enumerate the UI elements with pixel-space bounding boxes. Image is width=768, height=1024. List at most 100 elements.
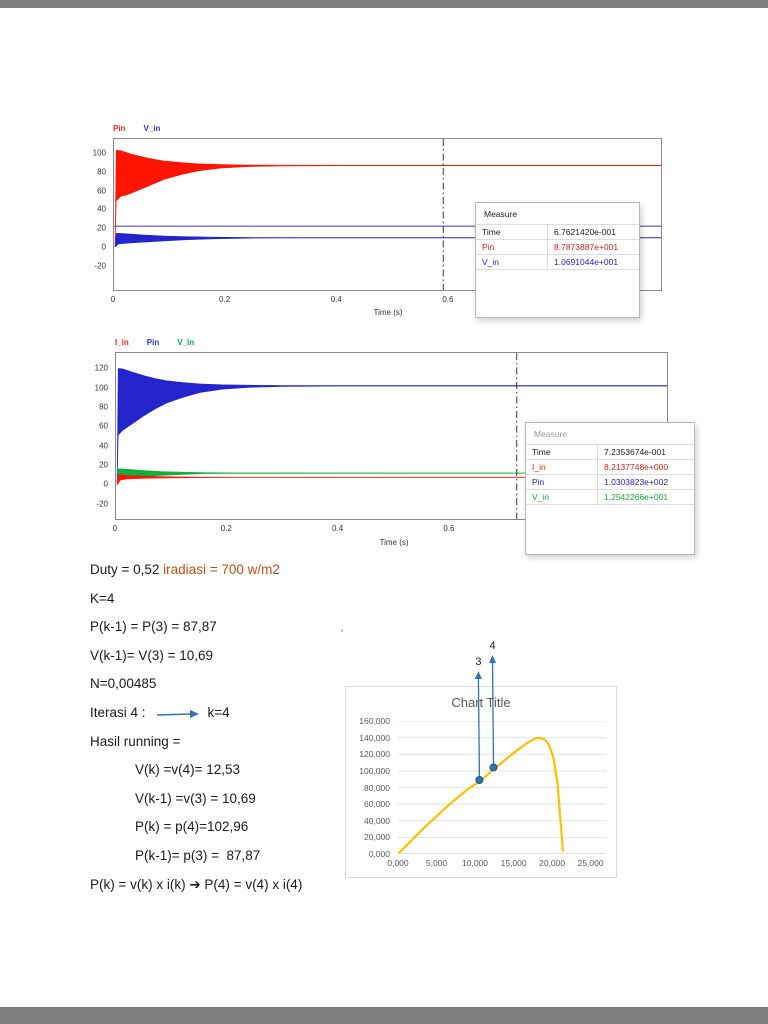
legend-item-V_in: V_in (143, 124, 161, 133)
y-tick-label: 0 (101, 242, 106, 252)
note-result-2: V(k-1) =v(3) = 10,69 (135, 790, 256, 806)
measure-row-i_in: I_in 8.2137748e+000 (526, 460, 694, 475)
notes-block: Duty = 0,52 iradiasi = 700 w/m2 K=4 P(k-… (90, 562, 610, 905)
y-tick-label: -20 (94, 261, 106, 271)
y-tick-label: 100 (94, 383, 108, 393)
measure-label: Time (526, 445, 598, 459)
note-result-4: P(k-1)= p(3) = 87,87 (135, 847, 261, 863)
measure-value: 8.2137748e+000 (604, 462, 669, 472)
y-tick-label: 0,000 (368, 849, 390, 859)
note-result-3: P(k) = p(4)=102,96 (135, 819, 249, 835)
y-tick-label: 80 (97, 167, 106, 177)
y-tick-label: 160,000 (359, 716, 390, 726)
measure-row-v_in: V_in 1.2542266e+001 (526, 490, 694, 505)
duty-text: Duty = 0,52 (90, 562, 164, 577)
measure-label: Pin (526, 475, 598, 489)
measure-row-pin: Pin 8.7873887e+001 (476, 240, 639, 255)
y-tick-label: 140,000 (359, 732, 390, 743)
x-tick-label: 0 (110, 295, 116, 304)
trace-I_in (116, 474, 667, 486)
measure-value: 7.2353674e-001 (604, 447, 666, 457)
legend-item-Pin: Pin (113, 124, 126, 133)
y-tick-label: 60 (99, 421, 108, 431)
x-tick-label: 25,000 (577, 858, 604, 868)
note-formula: P(k) = v(k) x i(k) ➔ P(4) = v(4) x i(4) (90, 876, 303, 892)
trace-Pin (114, 149, 661, 246)
scope2-traces (116, 353, 667, 519)
y-tick-label: 20,000 (364, 832, 390, 843)
note-line-hasil: Hasil running = (90, 733, 181, 749)
y-tick-label: 40,000 (364, 815, 390, 826)
y-tick-label: 100,000 (359, 765, 390, 776)
measure-label: V_in (526, 490, 598, 504)
x-tick-label: 0.6 (442, 295, 454, 304)
note-line-p-prev: P(k-1) = P(3) = 87,87 (90, 619, 217, 635)
x-tick-label: 0,000 (387, 858, 409, 868)
measure-row-time: Time 7.2353674e-001 (526, 445, 694, 460)
measure-panel-2: Measure Time 7.2353674e-001 I_in 8.2137748e… (525, 422, 695, 555)
trace-V_in (114, 232, 661, 248)
x-tick-label: 15,000 (500, 858, 527, 868)
marker-arrowhead (489, 655, 496, 663)
iterasi-value: k=4 (207, 704, 230, 720)
x-tick-label: 0.4 (330, 295, 342, 304)
scope1-legend: Pin V_in (113, 124, 160, 133)
note-line-k: K=4 (90, 590, 115, 606)
measure-table: Time 7.2353674e-001 I_in 8.2137748e+000 Pin 1… (526, 444, 694, 505)
legend-item-V_in: V_in (177, 338, 195, 347)
note-result-1: V(k) =v(4)= 12,53 (135, 762, 241, 778)
marker-label-3: 3 (475, 656, 482, 668)
measure-table: Time 6.7621420e-001 Pin 8.7873887e+001 V_in 1… (476, 224, 639, 270)
measure-panel-title: Measure (534, 429, 568, 439)
pv-curve (398, 736, 564, 854)
trace-Pin (116, 368, 667, 484)
measure-value: 1.2542266e+001 (604, 492, 669, 502)
y-tick-label: 60,000 (364, 799, 390, 810)
x-tick-label: 5,000 (425, 858, 448, 868)
iterasi-label: Iterasi 4 : (90, 704, 146, 720)
measure-label: I_in (526, 460, 598, 474)
measure-row-pin: Pin 1.0303823e+002 (526, 475, 694, 490)
measure-label: V_in (476, 255, 548, 269)
measure-value: 8.7873887e+001 (554, 242, 619, 252)
pv-chart-y-axis: 160,000 140,000 120,000 100,000 80,000 60,000… (346, 716, 394, 859)
measure-panel-1: Measure Time 6.7621420e-001 Pin 8.7873887e+… (475, 202, 640, 318)
legend-item-Pin: Pin (146, 338, 160, 347)
pv-chart-block: ' Chart Title 160,000 140,000 120,000 100,0… (336, 626, 636, 886)
scope1-x-axis: 0 0.2 0.4 0.6 (110, 295, 662, 305)
pv-curve-svg (398, 721, 606, 854)
y-tick-label: -20 (96, 499, 108, 508)
measure-label: Pin (476, 240, 548, 254)
x-tick-label: 0.2 (219, 295, 231, 304)
pv-chart-x-axis: 0,000 5,000 10,000 15,000 20,000 25,000 (387, 858, 606, 868)
y-tick-label: 120,000 (359, 749, 390, 760)
pv-chart-card: Chart Title 160,000 140,000 120,000 100,000… (345, 686, 617, 878)
legend-item-I_in: I_in (115, 338, 129, 347)
viewer-frame-bottom (0, 1007, 768, 1024)
x-tick-label: 10,000 (462, 858, 488, 868)
x-tick-label: 0.2 (220, 524, 232, 533)
note-line-v-prev: V(k-1)= V(3) = 10,69 (90, 647, 214, 663)
scope2-legend: I_in Pin V_in (115, 338, 194, 347)
irradiance-text: iradiasi = 700 w/m2 (163, 562, 280, 577)
y-tick-label: 0 (103, 479, 108, 489)
note-line-iterasi: Iterasi 4 : k=4 (90, 705, 610, 721)
pv-chart-title: Chart Title (451, 695, 511, 710)
scope2-y-axis: 120 100 80 60 40 20 0 -20 (85, 352, 111, 520)
y-tick-label: 80,000 (364, 782, 390, 793)
note-line-n: N=0,00485 (90, 676, 157, 692)
measure-row-v_in: V_in 1.0691044e+001 (476, 255, 639, 270)
stray-mark: ' (341, 628, 344, 640)
y-tick-label: 80 (99, 402, 108, 412)
x-tick-label: 0.4 (332, 524, 344, 533)
y-tick-label: 120 (94, 363, 108, 373)
measure-row-time: Time 6.7621420e-001 (476, 225, 639, 240)
x-tick-label: 0.6 (443, 524, 455, 533)
right-arrow-icon (156, 709, 199, 718)
marker-label-4: 4 (489, 640, 496, 652)
viewer-frame-top (0, 0, 768, 8)
x-tick-label: 20,000 (539, 858, 566, 868)
y-tick-label: 40 (97, 204, 106, 214)
y-tick-label: 60 (97, 186, 106, 195)
measure-value: 6.7621420e-001 (554, 227, 616, 237)
